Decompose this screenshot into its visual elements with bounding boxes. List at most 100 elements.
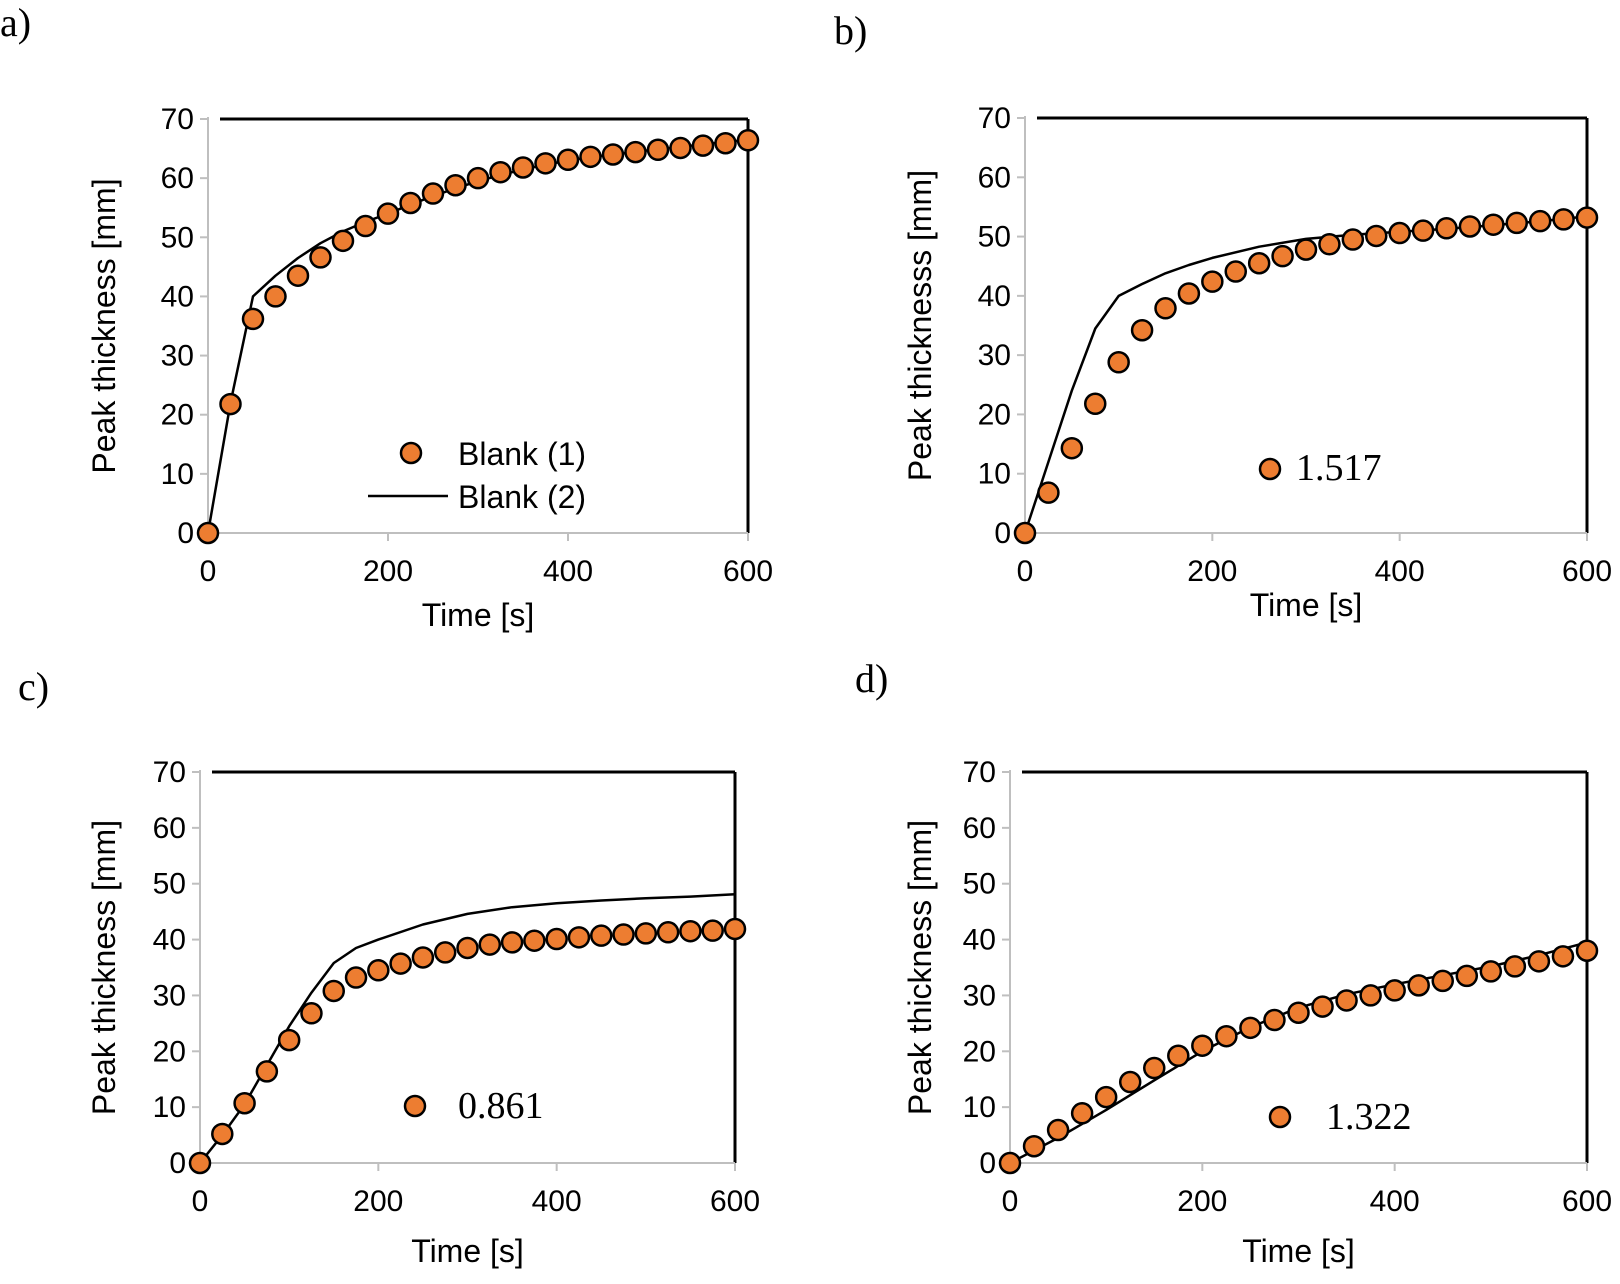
x-axis-title: Time [s] bbox=[1250, 587, 1363, 623]
y-tick-label: 70 bbox=[153, 756, 186, 789]
data-point bbox=[1070, 1102, 1094, 1125]
y-tick-label: 50 bbox=[978, 221, 1011, 254]
data-point bbox=[433, 941, 457, 964]
data-point bbox=[1224, 260, 1247, 283]
data-point bbox=[1084, 392, 1107, 416]
data-point bbox=[1177, 282, 1201, 305]
data-point bbox=[500, 931, 524, 954]
data-point bbox=[188, 1151, 212, 1175]
data-point bbox=[1037, 481, 1060, 504]
y-tick-label: 70 bbox=[978, 102, 1011, 135]
y-axis-title: Peak thicknesss [mm] bbox=[902, 170, 938, 481]
data-point bbox=[523, 929, 546, 952]
panel-label: a) bbox=[0, 0, 31, 45]
data-point bbox=[1318, 233, 1341, 256]
data-point bbox=[1046, 1118, 1070, 1142]
data-point bbox=[1365, 224, 1388, 248]
data-point bbox=[1411, 219, 1435, 242]
data-point bbox=[634, 922, 658, 945]
data-point bbox=[1191, 1034, 1214, 1057]
data-point bbox=[367, 959, 390, 982]
x-tick-label: 600 bbox=[710, 1185, 760, 1218]
data-point bbox=[1479, 960, 1503, 983]
data-point bbox=[1215, 1024, 1238, 1048]
y-tick-label: 40 bbox=[161, 280, 194, 313]
x-tick-label: 200 bbox=[1177, 1185, 1227, 1218]
y-tick-label: 60 bbox=[963, 812, 996, 845]
data-point bbox=[456, 936, 479, 960]
data-point bbox=[1335, 989, 1358, 1012]
data-point bbox=[300, 1002, 323, 1025]
data-point bbox=[277, 1028, 301, 1052]
y-tick-label: 0 bbox=[979, 1147, 996, 1180]
y-tick-label: 0 bbox=[169, 1147, 186, 1180]
data-point bbox=[1107, 351, 1130, 374]
data-point bbox=[1527, 950, 1551, 973]
data-point bbox=[309, 246, 332, 269]
x-axis-title: Time [s] bbox=[422, 597, 535, 633]
y-tick-label: 30 bbox=[161, 340, 194, 373]
legend-label: 0.861 bbox=[458, 1085, 544, 1127]
x-tick-label: 600 bbox=[723, 555, 773, 588]
data-point bbox=[1551, 945, 1575, 968]
y-tick-label: 10 bbox=[978, 458, 1011, 491]
data-point bbox=[211, 1122, 234, 1146]
data-point bbox=[1528, 209, 1552, 233]
data-point bbox=[1060, 436, 1084, 460]
legend-marker-swatch bbox=[1268, 1105, 1292, 1129]
data-point bbox=[1455, 964, 1479, 988]
data-point bbox=[1575, 206, 1599, 229]
data-point bbox=[255, 1060, 279, 1083]
data-point bbox=[1431, 969, 1454, 993]
data-point bbox=[1505, 211, 1528, 235]
y-tick-label: 0 bbox=[994, 517, 1011, 550]
y-tick-label: 60 bbox=[153, 812, 186, 845]
data-point bbox=[1271, 244, 1294, 268]
y-tick-label: 40 bbox=[978, 280, 1011, 313]
data-point bbox=[1359, 984, 1382, 1007]
x-tick-label: 400 bbox=[1375, 555, 1425, 588]
data-point bbox=[590, 924, 613, 947]
chart-panel-a: a) 0 10 20 30 40 50 60 70 0 200 400 600 Time [s] Peak … bbox=[0, 0, 773, 633]
data-point bbox=[601, 143, 625, 166]
chart-panel-b: b) 0 10 20 30 40 50 60 70 0 200 400 600 Time [s] Peak … bbox=[834, 8, 1612, 623]
data-point bbox=[656, 921, 680, 944]
y-tick-label: 30 bbox=[153, 979, 186, 1012]
data-point bbox=[354, 214, 377, 238]
data-point bbox=[1239, 1016, 1262, 1040]
data-point bbox=[998, 1151, 1022, 1175]
y-tick-label: 60 bbox=[161, 162, 194, 195]
series-line bbox=[206, 138, 749, 534]
chart-panel-c: c) 0 10 20 30 40 50 60 70 0 200 400 600 Time [s] Peak … bbox=[18, 664, 760, 1269]
y-tick-label: 20 bbox=[161, 399, 194, 432]
data-point bbox=[1022, 1134, 1046, 1158]
data-point bbox=[736, 129, 760, 152]
data-point bbox=[264, 285, 287, 308]
y-tick-label: 20 bbox=[153, 1035, 186, 1068]
x-tick-label: 600 bbox=[1562, 1185, 1612, 1218]
legend-label: 1.322 bbox=[1326, 1096, 1412, 1138]
data-point bbox=[723, 917, 747, 941]
x-tick-label: 0 bbox=[192, 1185, 209, 1218]
data-point bbox=[714, 131, 737, 155]
data-point bbox=[399, 191, 422, 215]
y-tick-label: 30 bbox=[963, 979, 996, 1012]
data-point bbox=[196, 521, 220, 545]
y-tick-label: 10 bbox=[161, 458, 194, 491]
x-tick-label: 400 bbox=[1370, 1185, 1420, 1218]
data-point bbox=[701, 919, 724, 942]
x-tick-label: 400 bbox=[543, 555, 593, 588]
y-tick-label: 60 bbox=[978, 161, 1011, 194]
data-point bbox=[344, 966, 368, 989]
data-point bbox=[1311, 995, 1334, 1018]
chart-panel-d: d) 0 10 20 30 40 50 60 70 0 200 400 600 Time [s] Peak … bbox=[855, 656, 1612, 1269]
data-point bbox=[376, 202, 400, 225]
data-point bbox=[421, 182, 445, 205]
data-point bbox=[219, 392, 242, 416]
data-point bbox=[612, 923, 635, 946]
x-tick-label: 400 bbox=[532, 1185, 582, 1218]
legend-marker-swatch bbox=[399, 441, 423, 465]
data-point bbox=[579, 145, 602, 169]
data-point bbox=[1458, 215, 1482, 238]
y-tick-label: 10 bbox=[153, 1091, 186, 1124]
